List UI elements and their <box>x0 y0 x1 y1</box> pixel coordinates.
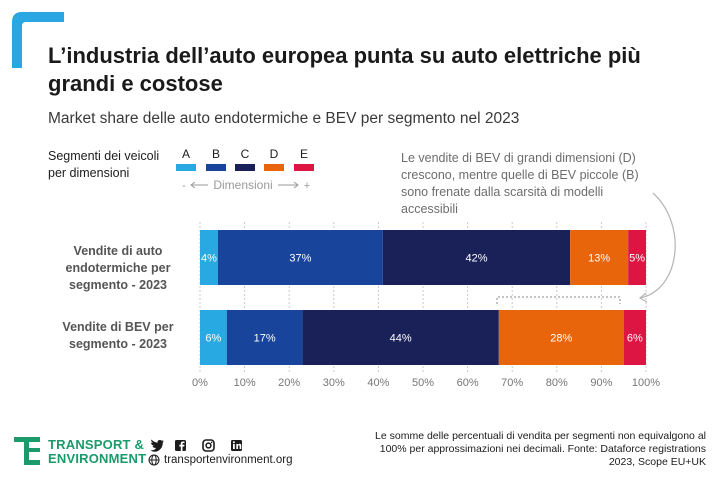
x-tick-label: 0% <box>192 377 208 389</box>
data-label-d: 13% <box>588 253 610 265</box>
bar-row-ice: 4% 37% 42% 13% 5% <box>200 230 646 285</box>
chart-subtitle: Market share delle auto endotermiche e B… <box>48 110 520 127</box>
data-label-c: 42% <box>466 253 488 265</box>
website-text: transportenvironment.org <box>164 454 293 466</box>
social-icons <box>150 439 242 452</box>
bars: 4% 37% 42% 13% 5% 6% 17% 44% 28% 6% <box>200 230 646 365</box>
scale-text: Dimensioni <box>213 178 272 192</box>
legend-swatch-d <box>264 164 284 171</box>
data-label-c: 44% <box>390 333 412 345</box>
transport-environment-logo-icon <box>14 437 40 465</box>
bar-label-ice: Vendite di auto endotermiche per segment… <box>65 244 171 292</box>
data-label-e: 5% <box>629 253 645 265</box>
twitter-icon[interactable] <box>150 439 164 452</box>
scale-right-arrowhead <box>293 181 299 189</box>
data-label-a: 4% <box>201 253 217 265</box>
bar-segment-b <box>217 230 383 285</box>
x-tick-label: 20% <box>278 377 300 389</box>
globe-icon <box>148 454 160 466</box>
bar-segment-d <box>570 230 629 285</box>
bar-segment-e <box>623 310 646 365</box>
legend-swatch-a <box>176 164 196 171</box>
bar-segment-a <box>200 310 227 365</box>
x-tick-label: 30% <box>323 377 345 389</box>
source-footnote: Le somme delle percentuali di vendita pe… <box>375 430 706 468</box>
callout-annotation: Le vendite di BEV di grandi dimensioni (… <box>401 151 639 216</box>
callout-curve <box>639 192 676 299</box>
brand-name-line2: ENVIRONMENT <box>48 451 147 466</box>
x-tick-label: 90% <box>590 377 612 389</box>
callout-arrowhead <box>638 292 648 303</box>
data-label-d: 28% <box>550 333 572 345</box>
scale-left-arrowhead <box>190 181 196 189</box>
bar-segment-a <box>200 230 218 285</box>
brand-corner-mark <box>12 12 64 68</box>
brand-name: TRANSPORT & ENVIRONMENT <box>48 438 146 466</box>
legend-swatch-b <box>206 164 226 171</box>
x-tick-label: 10% <box>234 377 256 389</box>
bar-segment-e <box>628 230 646 285</box>
x-axis-ticks: 0% 10% 20% 30% 40% 50% 60% 70% 80% 90% 100% <box>192 377 660 389</box>
data-label-e: 6% <box>627 333 643 345</box>
segment-d-bracket <box>496 296 621 304</box>
legend-label-a: A <box>182 147 190 161</box>
data-label-b: 37% <box>289 253 311 265</box>
scale-minus-label: - <box>182 180 186 192</box>
legend-swatch-e <box>294 164 314 171</box>
data-label-b: 17% <box>254 333 276 345</box>
bar-label-bev: Vendite di BEV per segmento - 2023 <box>62 320 174 351</box>
data-label-a: 6% <box>205 333 221 345</box>
legend-label-c: C <box>241 147 250 161</box>
facebook-icon[interactable] <box>175 440 186 451</box>
legend-swatch-c <box>235 164 255 171</box>
legend: A B C D E <box>176 147 314 171</box>
bar-segment-c <box>382 230 571 285</box>
instagram-icon[interactable] <box>202 439 215 452</box>
x-tick-label: 60% <box>457 377 479 389</box>
bar-row-bev: 6% 17% 44% 28% 6% <box>200 310 646 365</box>
x-tick-label: 80% <box>546 377 568 389</box>
chart-title: L’industria dell’auto europea punta su a… <box>48 43 641 96</box>
x-tick-label: 100% <box>632 377 660 389</box>
bar-segment-b <box>226 310 303 365</box>
legend-label-b: B <box>212 147 220 161</box>
website-link[interactable]: transportenvironment.org <box>148 454 292 466</box>
brand-name-line1: TRANSPORT & <box>48 437 145 452</box>
x-tick-label: 50% <box>412 377 434 389</box>
bar-segment-c <box>302 310 499 365</box>
bar-segment-d <box>498 310 624 365</box>
legend-label-e: E <box>300 147 308 161</box>
callout-connector <box>496 192 676 304</box>
linkedin-icon[interactable] <box>231 440 242 451</box>
legend-heading: Segmenti dei veicoli per dimensioni <box>48 149 160 180</box>
legend-label-d: D <box>270 147 279 161</box>
size-scale: - Dimensioni + <box>182 178 310 192</box>
x-tick-label: 70% <box>501 377 523 389</box>
x-tick-label: 40% <box>367 377 389 389</box>
scale-plus-label: + <box>304 180 310 192</box>
